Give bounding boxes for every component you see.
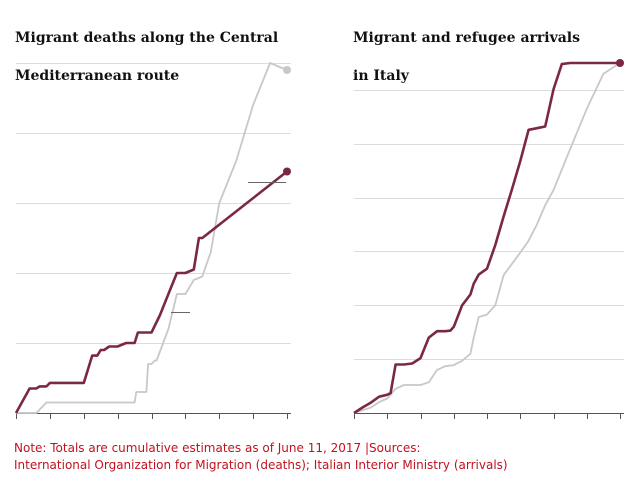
deaths-series-2016-line: [16, 62, 288, 414]
deaths-title-line-2: Mediterranean route: [15, 68, 180, 84]
deaths-chart-title: Migrant deaths along the Central Mediter…: [15, 10, 305, 86]
arrivals-title-line-1: Migrant and refugee arrivals: [353, 30, 580, 46]
deaths-title-line-1: Migrant deaths along the Central: [15, 30, 279, 46]
deaths-series-2017-endpoint: [283, 167, 291, 176]
deaths-chart: [14, 62, 291, 419]
arrivals-series-2017-endpoint: [616, 59, 624, 67]
arrivals-chart-panel: Migrant and refugee arrivals in Italy: [340, 0, 636, 430]
footnote-line-2: International Organization for Migration…: [14, 458, 508, 472]
deaths-series-2017-line: [14, 170, 288, 414]
arrivals-title-line-2: in Italy: [353, 68, 409, 84]
footnote-line-1: Note: Totals are cumulative estimates as…: [14, 441, 421, 455]
arrivals-chart-title: Migrant and refugee arrivals in Italy: [353, 10, 636, 86]
deaths-series-2016-endpoint: [283, 66, 291, 74]
footnote: Note: Totals are cumulative estimates as…: [14, 440, 629, 474]
deaths-chart-panel: Migrant deaths along the Central Mediter…: [0, 0, 318, 430]
arrivals-series-2016-line: [353, 62, 621, 414]
arrivals-chart: [353, 59, 624, 419]
arrivals-series-2017-line: [353, 61, 620, 415]
